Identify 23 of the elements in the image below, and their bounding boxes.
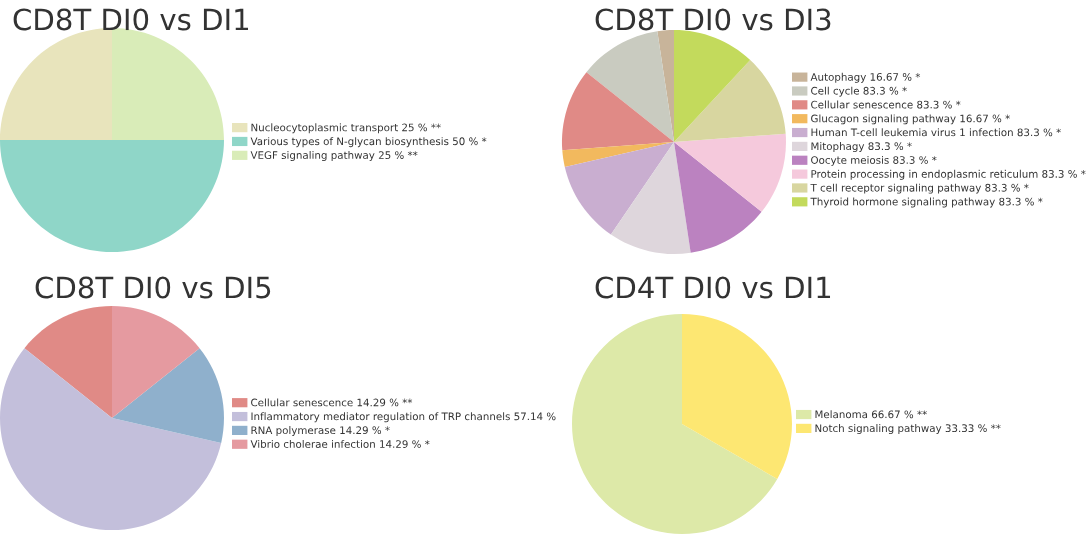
chart-title: CD8T DI0 vs DI5 xyxy=(35,276,271,299)
pie-slice xyxy=(564,142,674,235)
pie-slice xyxy=(112,306,200,418)
pie-slice xyxy=(572,314,778,534)
pie-slice xyxy=(112,28,224,140)
pie-slice xyxy=(586,31,674,142)
chart-title: CD4T DI0 vs DI1 xyxy=(595,276,831,299)
pie-slice xyxy=(610,142,691,254)
pie-slice xyxy=(682,314,792,479)
pie-slice xyxy=(562,72,674,151)
pie-slice xyxy=(562,142,674,167)
pie-slice xyxy=(657,30,674,142)
pie-slice xyxy=(112,348,224,443)
pie-slice xyxy=(0,348,222,530)
chart-title: CD8T DI0 vs DI1 xyxy=(13,8,249,31)
pie-slice xyxy=(0,140,224,252)
pie-slice xyxy=(674,30,751,142)
pie-slice xyxy=(674,133,786,212)
pie-slice xyxy=(0,28,112,140)
chart-title: CD8T DI0 vs DI3 xyxy=(595,8,831,31)
pie-slice xyxy=(674,142,762,253)
pie-slice xyxy=(674,59,786,142)
pie-slice xyxy=(24,306,112,418)
